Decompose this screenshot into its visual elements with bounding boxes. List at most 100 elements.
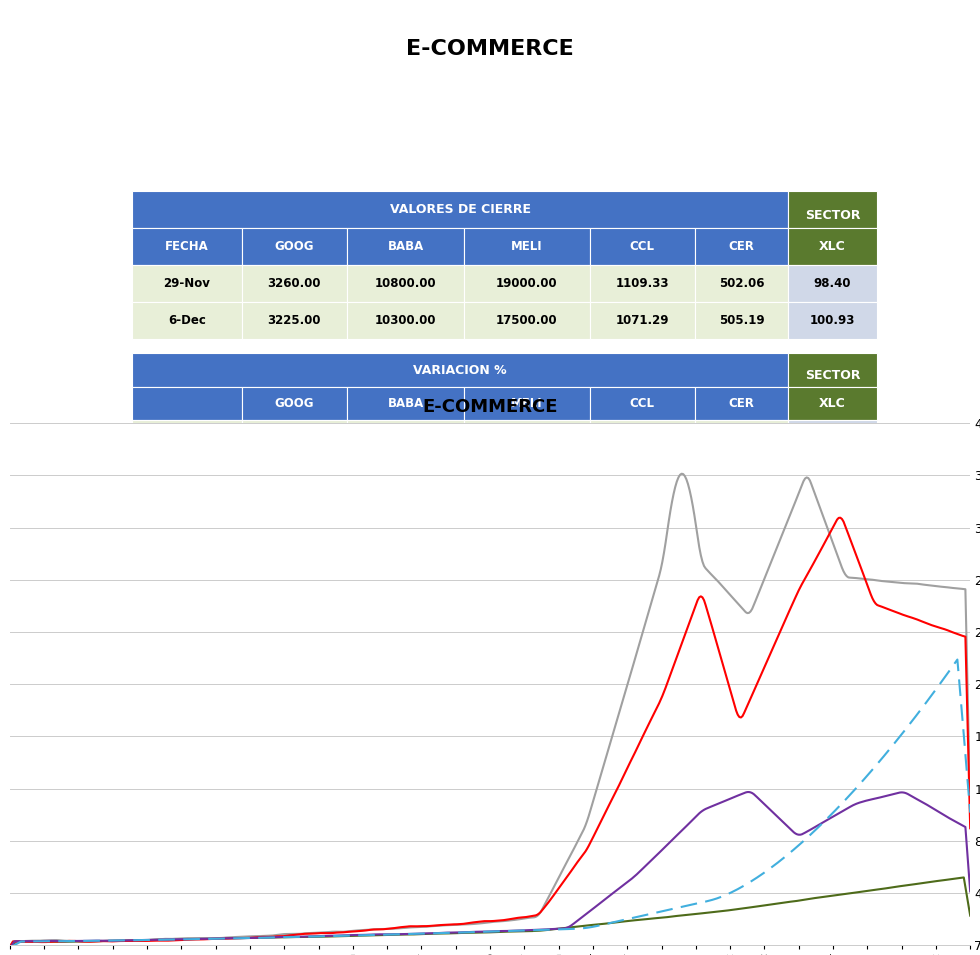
CER (952, 654, 963, 666)
CCL (727, 792, 739, 803)
BABA (957, 872, 969, 883)
BABA (645, 913, 657, 924)
Text: E-COMMERCE: E-COMMERCE (406, 39, 574, 59)
Bar (695, 228, 788, 265)
BABA (4, 943, 16, 954)
GOOG (964, 822, 976, 834)
Text: VALORES DE CIERRE: VALORES DE CIERRE (390, 203, 531, 216)
Bar (695, 420, 788, 454)
Text: -4.63%: -4.63% (382, 431, 428, 443)
Text: CCL: CCL (630, 397, 655, 410)
GOOG (834, 512, 846, 523)
Bar (347, 265, 465, 302)
BABA (570, 921, 582, 932)
Text: TASA DIREC.: TASA DIREC. (146, 431, 228, 443)
CCL (570, 916, 582, 927)
GOOG (727, 694, 739, 706)
BABA (727, 904, 739, 916)
Bar (695, 387, 788, 420)
Text: 6-Dec: 6-Dec (168, 314, 206, 327)
Bar (465, 265, 590, 302)
CER (251, 932, 263, 944)
Text: 17500.00: 17500.00 (496, 314, 558, 327)
CER (727, 886, 739, 898)
GOOG (4, 941, 16, 952)
Text: CER: CER (728, 397, 755, 410)
MELI (964, 803, 976, 815)
CER (173, 934, 185, 945)
Bar (590, 265, 695, 302)
Text: 0.624%: 0.624% (717, 431, 766, 443)
Bar (788, 387, 877, 420)
Bar (132, 387, 242, 420)
Text: 3260.00: 3260.00 (268, 277, 321, 290)
Bar (242, 228, 347, 265)
Text: 10800.00: 10800.00 (374, 277, 436, 290)
Bar (132, 191, 788, 228)
Bar (788, 302, 877, 339)
MELI (645, 598, 657, 609)
GOOG (251, 931, 263, 943)
Line: GOOG: GOOG (10, 518, 970, 946)
Bar (242, 265, 347, 302)
MELI (4, 941, 16, 952)
Text: 10300.00: 10300.00 (374, 314, 436, 327)
Bar (347, 420, 465, 454)
Line: MELI: MELI (10, 474, 970, 946)
Bar (695, 265, 788, 302)
Text: BABA: BABA (387, 240, 423, 253)
Text: SECTOR: SECTOR (805, 208, 860, 222)
Bar (132, 302, 242, 339)
Bar (695, 302, 788, 339)
Text: SECTOR: SECTOR (805, 369, 860, 382)
Text: 1109.33: 1109.33 (615, 277, 669, 290)
Line: CER: CER (10, 660, 970, 947)
Bar (788, 265, 877, 302)
CCL (173, 934, 185, 945)
Text: 100.93: 100.93 (809, 314, 856, 327)
Line: CCL: CCL (10, 792, 970, 948)
Text: 505.19: 505.19 (718, 314, 764, 327)
BABA (173, 933, 185, 944)
CER (645, 908, 657, 920)
CCL (438, 927, 450, 939)
Text: -3.429%: -3.429% (615, 431, 669, 443)
Text: 1071.29: 1071.29 (615, 314, 669, 327)
CER (964, 807, 976, 818)
CCL (964, 885, 976, 897)
Text: 29-Nov: 29-Nov (164, 277, 211, 290)
Text: 502.06: 502.06 (718, 277, 764, 290)
BABA (964, 910, 976, 922)
Text: -7.89%: -7.89% (504, 431, 550, 443)
CCL (645, 855, 657, 866)
Bar (242, 420, 347, 454)
Text: BABA: BABA (387, 397, 423, 410)
Text: 3225.00: 3225.00 (268, 314, 321, 327)
Bar (347, 302, 465, 339)
MELI (676, 468, 688, 479)
Bar (347, 387, 465, 420)
Bar (590, 302, 695, 339)
MELI (438, 920, 450, 931)
Text: 19000.00: 19000.00 (496, 277, 558, 290)
BABA (438, 927, 450, 939)
CCL (4, 943, 16, 954)
CER (570, 923, 582, 935)
Bar (242, 302, 347, 339)
Bar (788, 228, 877, 265)
Bar (788, 191, 877, 228)
CCL (251, 932, 263, 944)
Text: CER: CER (728, 240, 755, 253)
Bar (347, 228, 465, 265)
GOOG (173, 934, 185, 945)
GOOG (645, 713, 657, 725)
Text: VARIACION %: VARIACION % (414, 364, 507, 376)
Line: BABA: BABA (10, 878, 970, 948)
MELI (173, 933, 185, 944)
Bar (132, 353, 788, 387)
Text: 2.57%: 2.57% (812, 431, 853, 443)
CCL (743, 786, 755, 797)
Text: MELI: MELI (512, 240, 543, 253)
Bar (132, 265, 242, 302)
Bar (465, 228, 590, 265)
